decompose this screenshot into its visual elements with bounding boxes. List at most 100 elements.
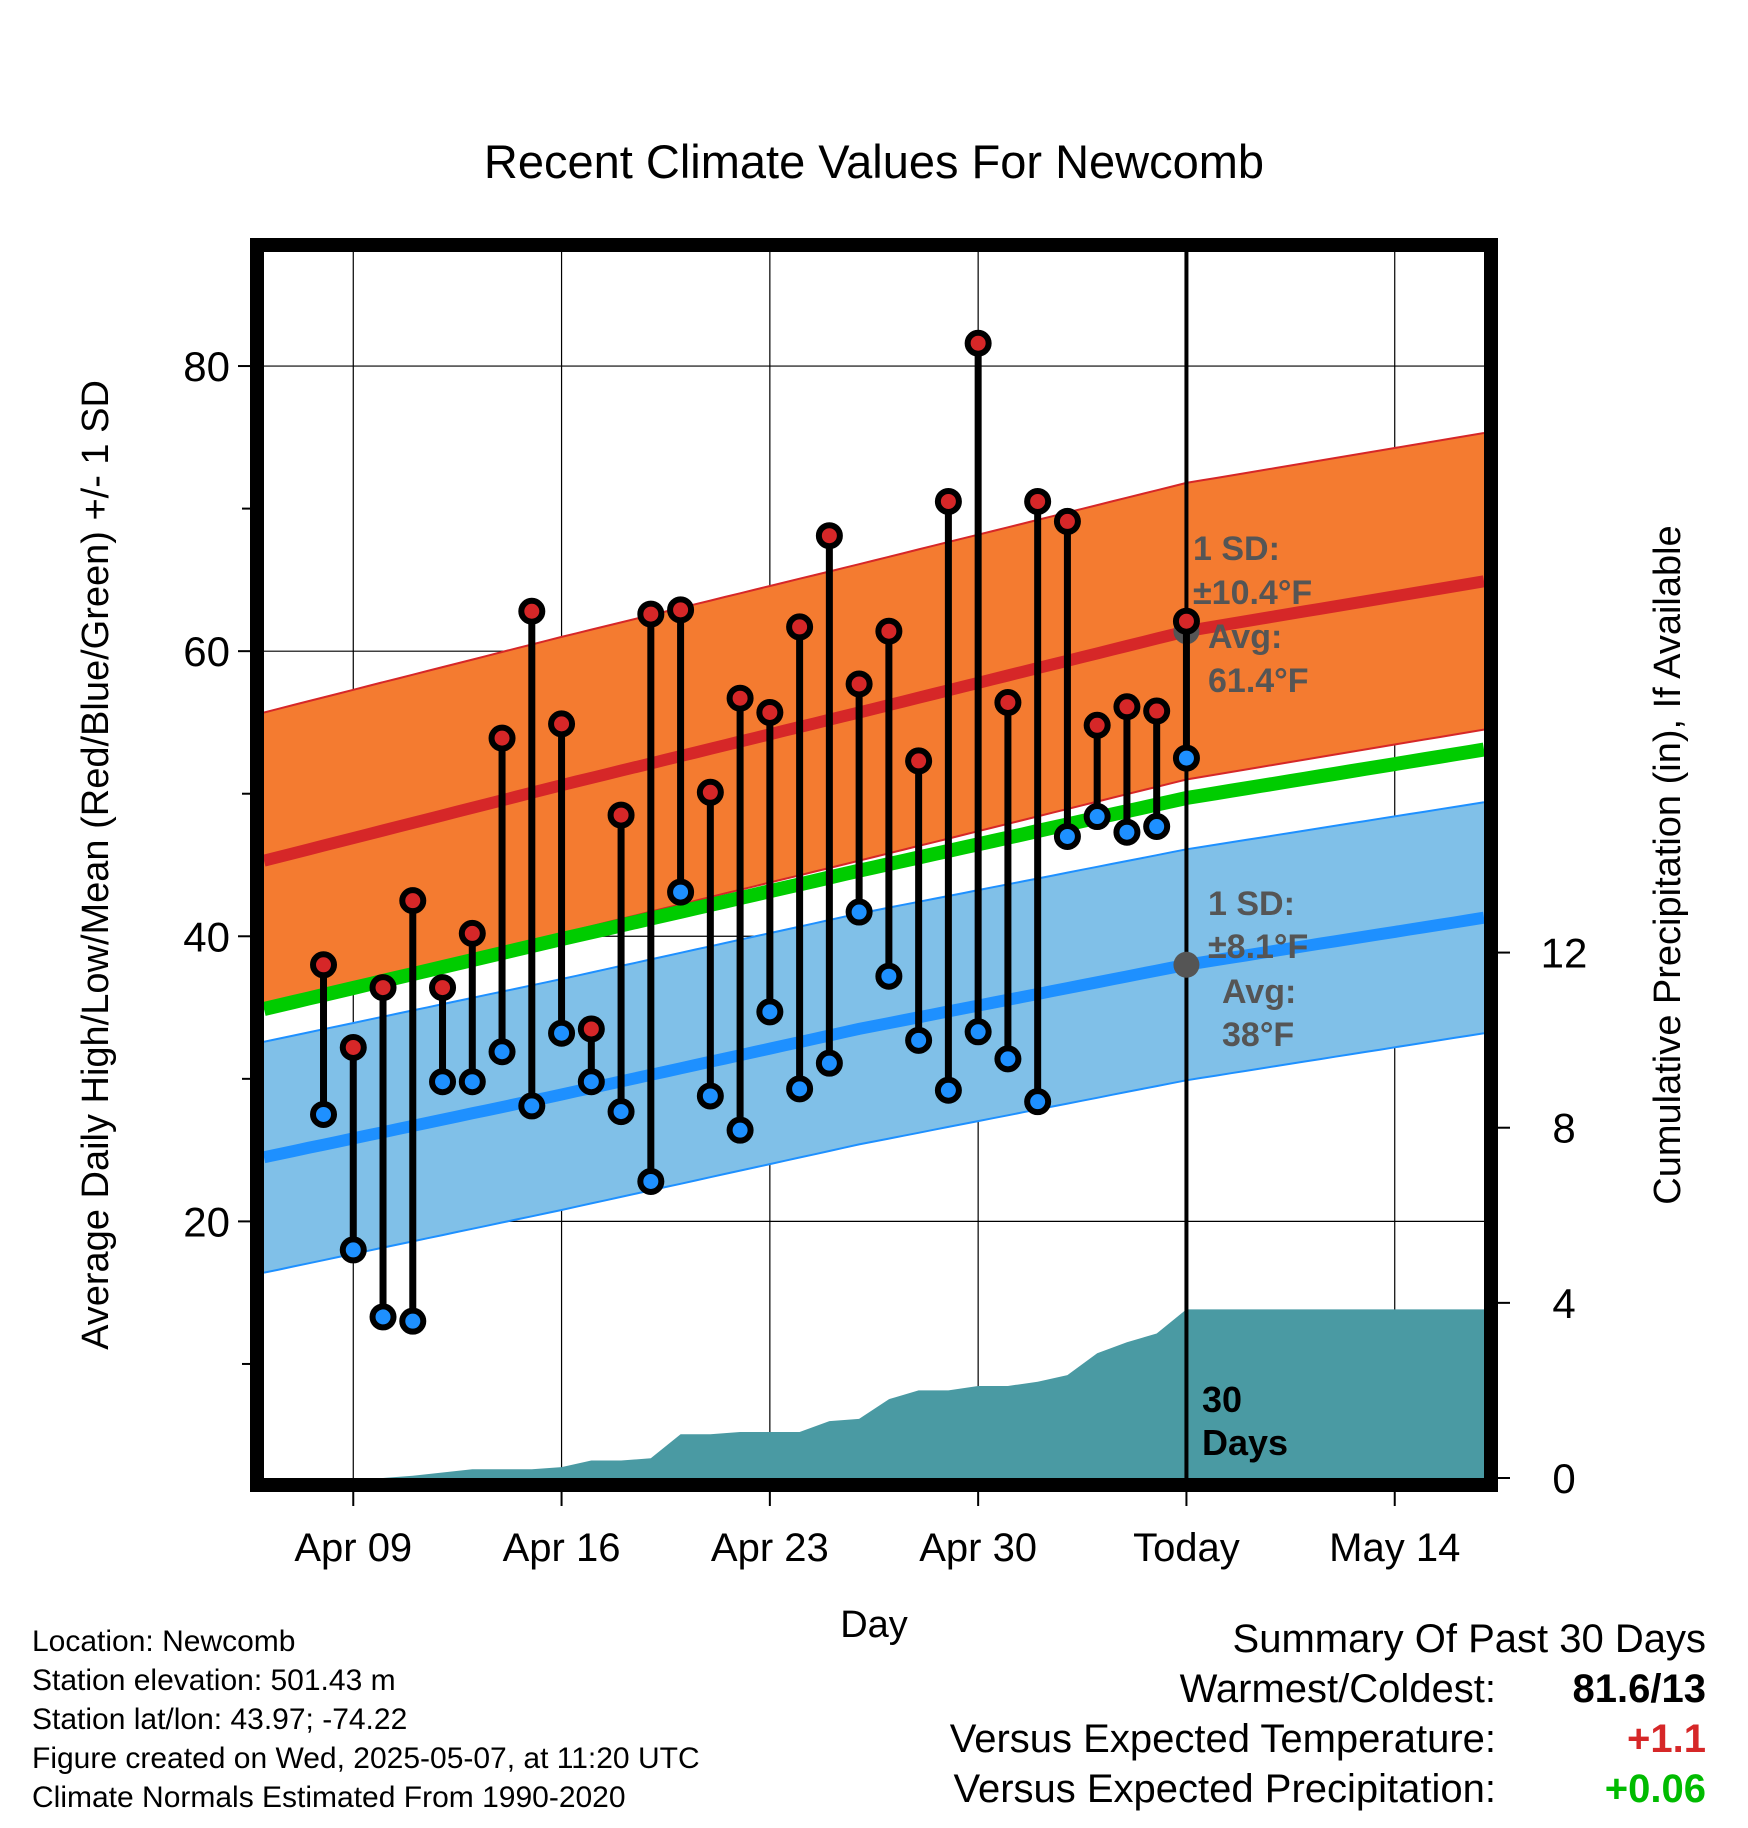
- y2-axis-label: Cumulative Precipitation (in), If Availa…: [1647, 525, 1689, 1204]
- daily-low-point: [637, 1167, 665, 1195]
- y2-tick-label: 4: [1552, 1280, 1575, 1327]
- daily-high-point: [1024, 487, 1052, 515]
- daily-high-point: [1143, 697, 1171, 725]
- daily-high-point: [905, 747, 933, 775]
- daily-low-point: [815, 1049, 843, 1077]
- daily-high-point: [786, 613, 814, 641]
- high-sd-band: [264, 433, 1484, 1009]
- y2-tick-label: 0: [1552, 1455, 1575, 1502]
- daily-high-point: [399, 887, 427, 915]
- high-avg-label: Avg:: [1208, 618, 1282, 656]
- daily-low-point: [1113, 818, 1141, 846]
- low-sd-band: [264, 802, 1484, 1273]
- daily-high-point: [756, 698, 784, 726]
- daily-high-point: [607, 801, 635, 829]
- avg-low-line: [264, 911, 1484, 1164]
- daily-low-point: [399, 1307, 427, 1335]
- daily-low-point: [369, 1303, 397, 1331]
- daily-low-point: [667, 878, 695, 906]
- daily-low-point: [696, 1082, 724, 1110]
- daily-low-point: [429, 1068, 457, 1096]
- daily-low-point: [845, 898, 873, 926]
- daily-low-point: [310, 1100, 338, 1128]
- low-sd-value: ±8.1°F: [1208, 928, 1308, 966]
- daily-high-point: [964, 329, 992, 357]
- daily-low-point: [994, 1045, 1022, 1073]
- daily-high-point: [577, 1015, 605, 1043]
- daily-low-point: [339, 1236, 367, 1264]
- daily-high-point: [310, 951, 338, 979]
- chart-title: Recent Climate Values For Newcomb: [484, 135, 1264, 188]
- y-tick-label: 80: [183, 343, 230, 390]
- high-sd-value: ±10.4°F: [1193, 574, 1312, 612]
- precip-value: +0.06: [1604, 1767, 1706, 1811]
- daily-low-point: [726, 1116, 754, 1144]
- y-axis-label: Average Daily High/Low/Mean (Red/Blue/Gr…: [75, 380, 117, 1350]
- daily-high-point: [458, 919, 486, 947]
- low-avg-label: Avg:: [1222, 973, 1296, 1011]
- daily-high-point: [518, 597, 546, 625]
- daily-high-point: [429, 974, 457, 1002]
- summary-title: Summary Of Past 30 Days: [1232, 1617, 1706, 1661]
- high-sd-upper-line: [264, 432, 1484, 714]
- high-avg-value: 61.4°F: [1208, 662, 1309, 700]
- daily-low-point: [548, 1019, 576, 1047]
- normals-text: Climate Normals Estimated From 1990-2020: [32, 1781, 626, 1814]
- daily-low-point: [875, 962, 903, 990]
- daily-low-point: [1053, 822, 1081, 850]
- daily-high-point: [369, 974, 397, 1002]
- days-text-label: Days: [1202, 1422, 1288, 1463]
- daily-high-point: [696, 778, 724, 806]
- x-tick-label: May 14: [1329, 1526, 1460, 1570]
- station-info: Location: Newcomb Station elevation: 501…: [32, 1622, 700, 1817]
- location-text: Location: Newcomb: [32, 1625, 296, 1658]
- daily-high-point: [1083, 711, 1111, 739]
- daily-low-point: [577, 1068, 605, 1096]
- daily-high-point: [875, 617, 903, 645]
- daily-low-point: [518, 1092, 546, 1120]
- high-sd-label: 1 SD:: [1193, 530, 1280, 568]
- plot-area: 1 SD: ±10.4°F Avg: 61.4°F 1 SD: ±8.1°F Avg: 38°…: [264, 252, 1484, 1478]
- daily-high-point: [1113, 693, 1141, 721]
- y-tick-label: 40: [183, 913, 230, 960]
- y-tick-label: 60: [183, 628, 230, 675]
- low-sd-upper-line: [264, 801, 1484, 1043]
- x-tick-label: Apr 16: [503, 1526, 621, 1570]
- daily-low-point: [786, 1075, 814, 1103]
- daily-high-point: [637, 600, 665, 628]
- x-tick-label: Apr 23: [711, 1526, 829, 1570]
- daily-low-point: [905, 1026, 933, 1054]
- x-axis-label: Day: [840, 1604, 908, 1646]
- latlon-text: Station lat/lon: 43.97; -74.22: [32, 1703, 408, 1736]
- temp-value: +1.1: [1627, 1717, 1706, 1761]
- daily-high-point: [1172, 607, 1200, 635]
- y-tick-label: 20: [183, 1198, 230, 1245]
- daily-high-point: [548, 710, 576, 738]
- daily-low-point: [934, 1076, 962, 1104]
- daily-low-point: [1083, 803, 1111, 831]
- daily-low-point: [607, 1098, 635, 1126]
- daily-high-point: [994, 688, 1022, 716]
- avg-high-line: [264, 575, 1484, 867]
- warmest-value: 81.6/13: [1572, 1667, 1706, 1711]
- avg-mean-line: [264, 742, 1484, 1016]
- summary-panel: Summary Of Past 30 Days Warmest/Coldest:…: [950, 1617, 1706, 1817]
- y2-tick-label: 8: [1552, 1105, 1575, 1152]
- x-tick-label: Today: [1133, 1526, 1240, 1570]
- daily-high-point: [726, 684, 754, 712]
- created-text: Figure created on Wed, 2025-05-07, at 11…: [32, 1742, 700, 1775]
- precip-area: [264, 1309, 1484, 1478]
- daily-low-point: [1172, 744, 1200, 772]
- precip-label: Versus Expected Precipitation:: [953, 1767, 1496, 1811]
- low-sd-lower-line: [264, 1032, 1484, 1274]
- daily-low-point: [1024, 1088, 1052, 1116]
- warmest-label: Warmest/Coldest:: [1179, 1667, 1496, 1711]
- elevation-text: Station elevation: 501.43 m: [32, 1664, 396, 1697]
- low-sd-label: 1 SD:: [1208, 885, 1295, 923]
- daily-low-point: [458, 1068, 486, 1096]
- daily-low-point: [756, 998, 784, 1026]
- daily-high-point: [1053, 507, 1081, 535]
- daily-high-point: [934, 487, 962, 515]
- y2-tick-label: 12: [1541, 930, 1588, 977]
